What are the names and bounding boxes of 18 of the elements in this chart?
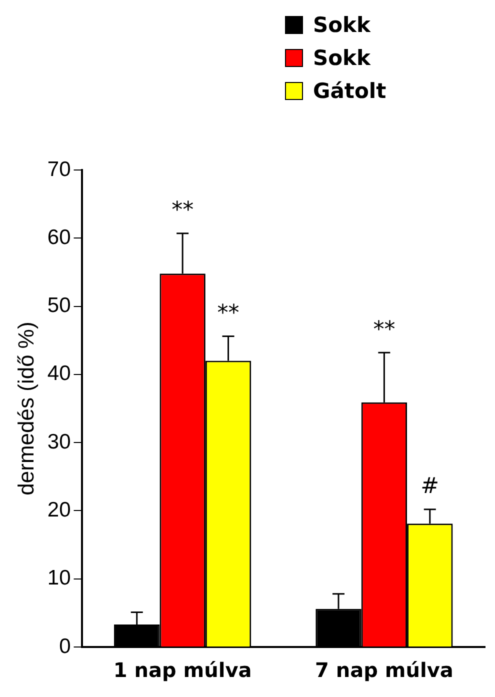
- y-tick-label: 20: [47, 498, 71, 522]
- y-tick-label: 60: [47, 226, 71, 249]
- y-tick-label: 40: [47, 362, 71, 386]
- x-tick-label: 1 nap múlva: [113, 658, 252, 682]
- annotation: **: [217, 300, 240, 326]
- y-tick-label: 10: [47, 566, 71, 590]
- y-tick-label: 30: [47, 430, 71, 454]
- legend-label: Sokk: [313, 46, 370, 70]
- y-tick-label: 70: [47, 158, 71, 181]
- x-tick-label: 7 nap múlva: [315, 658, 454, 682]
- annotation: #: [420, 474, 440, 500]
- y-axis-title: dermedés (idő %): [13, 322, 38, 496]
- y-tick-label: 50: [47, 294, 71, 318]
- legend-label: Gátolt: [313, 78, 386, 102]
- legend-label: Sokk: [313, 12, 370, 36]
- y-tick-label: 0: [59, 634, 71, 658]
- annotation: **: [172, 198, 194, 224]
- annotation: **: [373, 317, 396, 342]
